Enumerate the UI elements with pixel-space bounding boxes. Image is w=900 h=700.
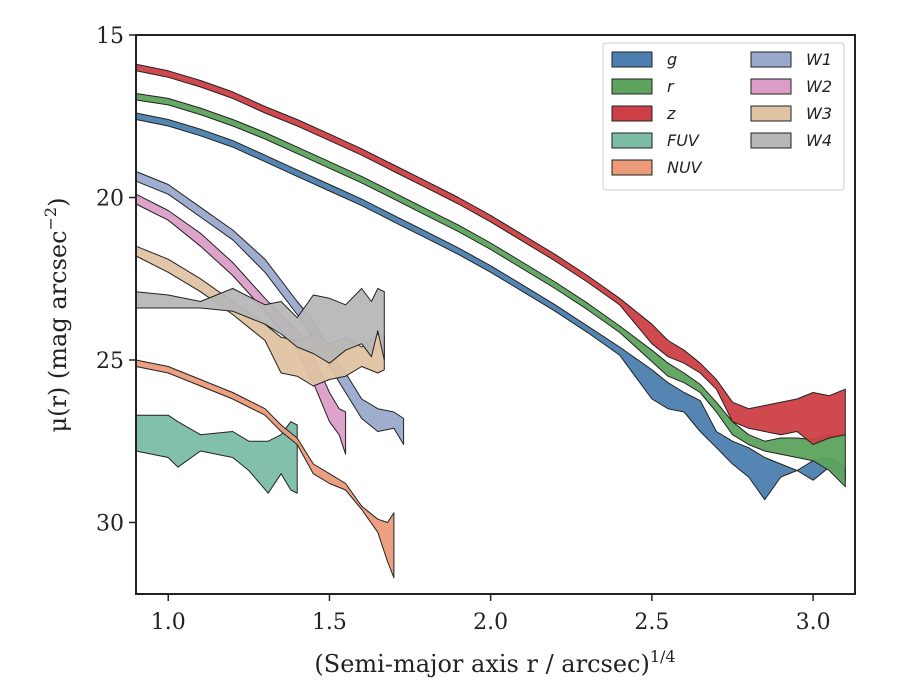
band-w2: [135, 193, 347, 455]
y-axis-label-exponent: −2: [41, 207, 60, 231]
plot-frame: [135, 34, 856, 595]
legend-swatch: [750, 105, 792, 122]
legend-swatch: [750, 51, 792, 68]
x-axis-ticks: 1.0 1.5 2.0 2.5 3.0: [151, 594, 831, 635]
band-z: [135, 63, 846, 445]
y-tick-label: 30: [96, 512, 124, 537]
legend-item-r: r: [611, 77, 675, 96]
legend-label: g: [667, 50, 677, 69]
band-w4: [135, 288, 385, 364]
legend-item-fuv: FUV: [611, 131, 700, 150]
profile-bands: [135, 63, 846, 579]
legend-swatch: [611, 105, 653, 122]
legend-label: W3: [806, 104, 832, 123]
x-axis-label-main: (Semi-major axis r / arcsec): [314, 650, 649, 678]
y-axis-ticks: 15 20 25 30: [96, 24, 136, 537]
y-tick-label: 25: [96, 349, 124, 374]
legend-label: W2: [806, 77, 832, 96]
legend-swatch: [611, 159, 653, 176]
x-tick-label: 3.0: [796, 610, 831, 635]
x-tick-label: 2.0: [473, 610, 508, 635]
y-tick-label: 20: [96, 187, 124, 212]
legend-label: W4: [806, 131, 832, 150]
legend-swatch: [611, 78, 653, 95]
y-tick-label: 15: [96, 24, 124, 49]
legend-item-nuv: NUV: [611, 158, 703, 177]
y-axis-label-close: ): [44, 198, 72, 207]
legend-label: FUV: [667, 131, 700, 150]
legend: grz FUV NUV W1 W2 W3 W4: [602, 42, 845, 191]
legend-swatch: [611, 132, 653, 149]
legend-swatch: [611, 51, 653, 68]
band-fuv: [135, 414, 298, 494]
legend-item-g: g: [611, 50, 677, 69]
legend-label: W1: [806, 50, 832, 69]
x-tick-label: 1.5: [312, 610, 347, 635]
x-axis-label-exponent: 1/4: [650, 647, 676, 666]
legend-swatch: [750, 132, 792, 149]
x-axis-label: (Semi-major axis r / arcsec)1/4: [314, 647, 675, 678]
y-axis-label-main: μ(r) (mag arcsec: [44, 230, 72, 432]
x-tick-label: 2.5: [634, 610, 669, 635]
band-r: [135, 93, 846, 488]
y-axis-label: μ(r) (mag arcsec−2): [41, 198, 72, 433]
x-tick-label: 1.0: [151, 610, 186, 635]
legend-label: NUV: [667, 158, 703, 177]
legend-item-w3: W3: [750, 104, 832, 123]
legend-label: z: [666, 104, 676, 123]
legend-label: r: [667, 77, 675, 96]
band-nuv: [135, 359, 395, 579]
legend-item-w4: W4: [750, 131, 832, 150]
legend-item-z: z: [611, 104, 676, 123]
legend-item-w1: W1: [750, 50, 832, 69]
legend-item-w2: W2: [750, 77, 832, 96]
legend-swatch: [750, 78, 792, 95]
